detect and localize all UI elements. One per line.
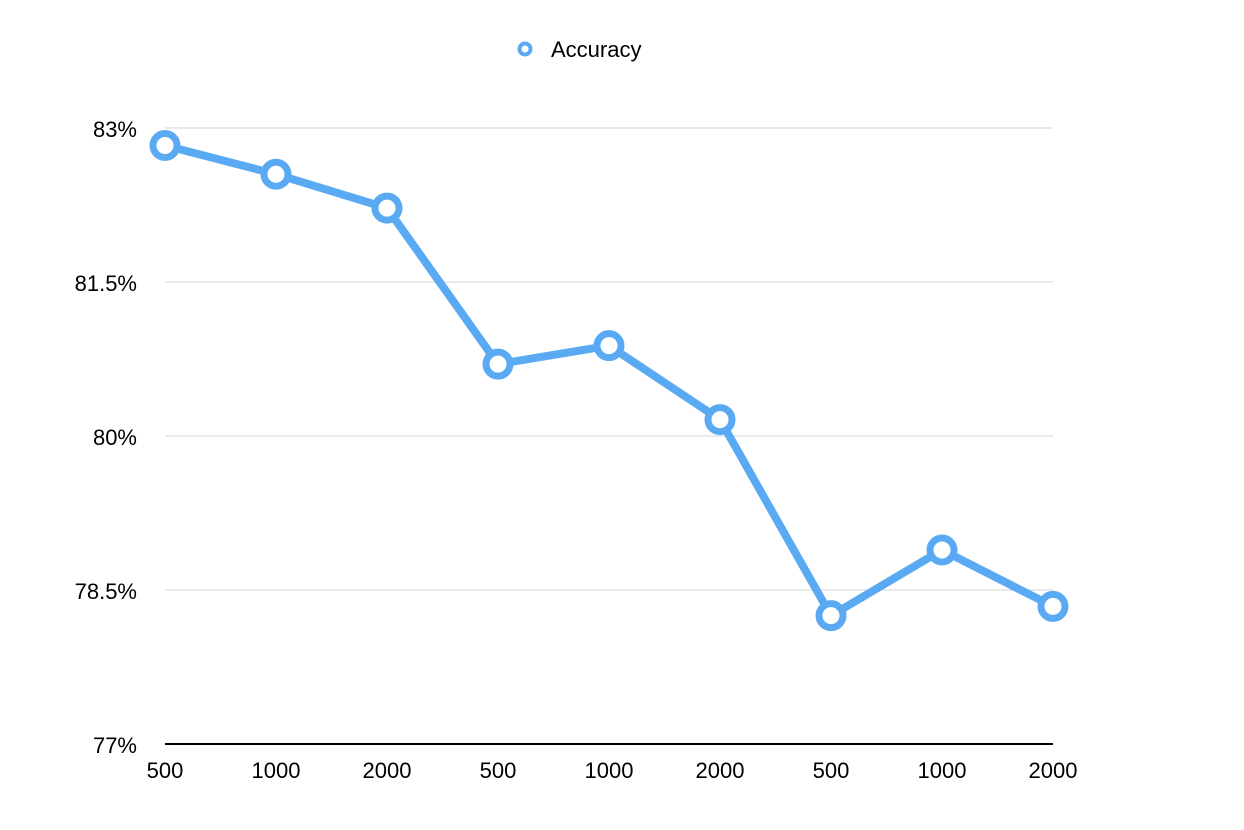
data-point [593, 330, 625, 362]
x-axis-ticks: 500 1000 2000 500 1000 2000 500 1000 2000 [147, 758, 1078, 783]
y-tick-label: 83% [93, 117, 137, 142]
series-accuracy [149, 129, 1069, 632]
x-tick-label: 500 [813, 758, 850, 783]
data-point [926, 534, 958, 566]
x-tick-label: 500 [147, 758, 184, 783]
data-point [704, 404, 736, 436]
gridlines [165, 127, 1053, 591]
x-tick-label: 1000 [252, 758, 301, 783]
data-point [482, 348, 514, 380]
data-point [149, 129, 181, 161]
legend-marker-accuracy [517, 41, 533, 57]
data-point [371, 192, 403, 224]
y-tick-label: 77% [93, 733, 137, 758]
x-tick-label: 2000 [1029, 758, 1078, 783]
y-tick-label: 80% [93, 425, 137, 450]
legend-label-accuracy: Accuracy [551, 37, 641, 62]
x-tick-label: 1000 [918, 758, 967, 783]
y-tick-label: 78.5% [75, 579, 137, 604]
x-tick-label: 1000 [585, 758, 634, 783]
data-point [815, 600, 847, 632]
x-tick-label: 2000 [696, 758, 745, 783]
legend: Accuracy [517, 37, 641, 62]
series-line-accuracy [161, 141, 1057, 620]
data-point [260, 158, 292, 190]
y-axis-ticks: 77% 78.5% 80% 81.5% 83% [75, 117, 137, 758]
y-tick-label: 81.5% [75, 271, 137, 296]
data-point [1037, 590, 1069, 622]
x-tick-label: 500 [480, 758, 517, 783]
x-tick-label: 2000 [363, 758, 412, 783]
